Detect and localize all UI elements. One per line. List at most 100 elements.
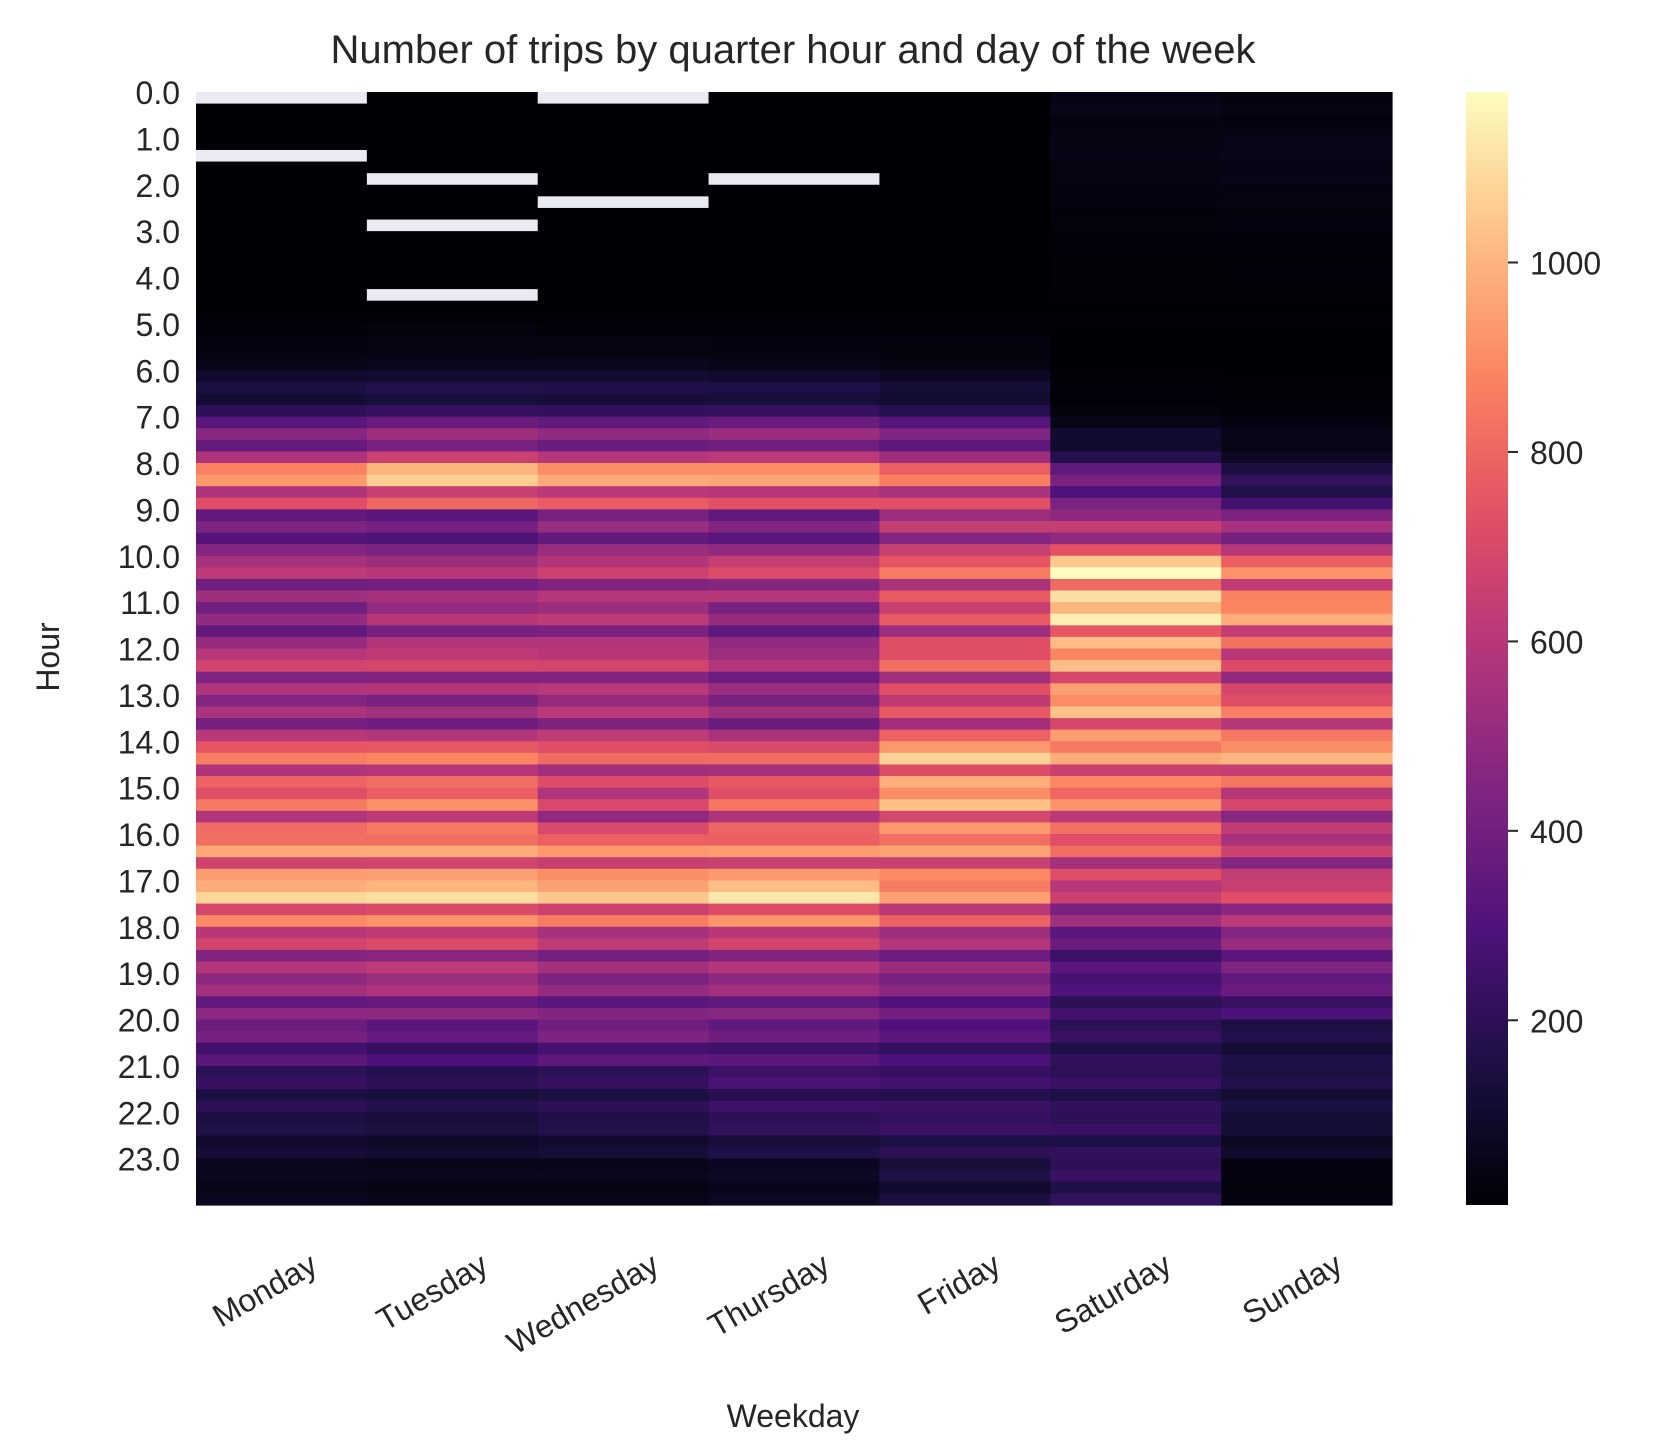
heatmap-cell — [1050, 949, 1222, 963]
heatmap-cell — [196, 1193, 368, 1206]
heatmap-cell — [1221, 439, 1393, 452]
heatmap-cell — [537, 451, 710, 464]
heatmap-cell — [537, 891, 710, 905]
heatmap-cell — [708, 1077, 881, 1090]
y-tick-label: 13.0 — [118, 678, 180, 714]
heatmap-cell — [537, 787, 710, 800]
heatmap-cell — [537, 602, 710, 615]
heatmap-cell — [537, 92, 710, 105]
heatmap-cell — [1221, 335, 1393, 348]
heatmap-cell — [708, 915, 881, 928]
heatmap-cell — [366, 834, 539, 847]
heatmap-cell — [708, 787, 881, 800]
heatmap-cell — [708, 405, 881, 418]
heatmap-cell — [879, 1181, 1051, 1194]
y-tick-label: 15.0 — [118, 771, 180, 807]
colorbar — [1466, 92, 1508, 1205]
y-tick-label: 5.0 — [136, 307, 180, 343]
heatmap-cell — [366, 92, 539, 105]
heatmap-cell — [879, 845, 1051, 858]
heatmap-cell — [708, 265, 881, 279]
heatmap-cell — [1221, 891, 1393, 905]
heatmap-cell — [1221, 474, 1393, 487]
heatmap-cell — [708, 277, 881, 290]
heatmap-cell — [1221, 1089, 1393, 1102]
heatmap-cell — [1221, 984, 1393, 997]
heatmap-cell — [1221, 845, 1393, 858]
heatmap-cell — [1050, 451, 1222, 464]
heatmap-cell — [366, 648, 539, 661]
heatmap-cell — [196, 1170, 368, 1183]
heatmap-cell — [366, 845, 539, 858]
heatmap-cell — [879, 1123, 1051, 1137]
heatmap-cell — [537, 149, 710, 163]
heatmap-cell — [366, 926, 539, 939]
heatmap-cell — [708, 996, 881, 1009]
heatmap-cell — [196, 451, 368, 464]
heatmap-cell — [1221, 1019, 1393, 1032]
heatmap-cell — [537, 1135, 710, 1148]
heatmap-cell — [708, 463, 881, 476]
heatmap-cell — [1050, 555, 1222, 568]
heatmap-cell — [1050, 428, 1222, 441]
heatmap-cell — [1050, 706, 1222, 719]
heatmap-cell — [1221, 138, 1393, 151]
heatmap-cell — [196, 347, 368, 360]
heatmap-cell — [366, 764, 539, 777]
heatmap-cell — [366, 358, 539, 371]
heatmap-cell — [708, 694, 881, 708]
heatmap-cell — [1050, 578, 1222, 592]
heatmap-cell — [708, 509, 881, 522]
heatmap-cell — [537, 1089, 710, 1102]
heatmap-cell — [879, 289, 1051, 302]
heatmap-cell — [1221, 173, 1393, 186]
heatmap-cell — [879, 903, 1051, 916]
heatmap-cell — [366, 544, 539, 557]
heatmap-cell — [879, 1112, 1051, 1125]
heatmap-cell — [708, 416, 881, 429]
heatmap-cell — [1050, 590, 1222, 603]
heatmap-cell — [196, 219, 368, 232]
y-tick-label: 23.0 — [118, 1142, 180, 1178]
heatmap-cell — [879, 428, 1051, 441]
heatmap-cell — [1221, 590, 1393, 603]
heatmap-cell — [537, 857, 710, 870]
heatmap-cell — [879, 602, 1051, 615]
heatmap-cell — [537, 880, 710, 893]
heatmap-cell — [1221, 706, 1393, 719]
heatmap-cell — [537, 405, 710, 418]
heatmap-cell — [1221, 1147, 1393, 1160]
heatmap-cell — [879, 509, 1051, 522]
heatmap-cell — [1221, 358, 1393, 371]
heatmap-cell — [537, 173, 710, 186]
heatmap-cell — [879, 799, 1051, 812]
heatmap-cell — [1221, 822, 1393, 835]
heatmap-cell — [1050, 1065, 1222, 1079]
heatmap-cell — [196, 439, 368, 452]
heatmap-cell — [196, 834, 368, 847]
heatmap-cell — [196, 463, 368, 476]
heatmap-cell — [366, 416, 539, 429]
heatmap-cell — [366, 277, 539, 290]
heatmap-cell — [708, 660, 881, 673]
heatmap-cell — [196, 683, 368, 696]
heatmap-cell — [366, 428, 539, 441]
heatmap-cell — [1050, 173, 1222, 186]
heatmap-cell — [1221, 1031, 1393, 1044]
heatmap-cell — [537, 764, 710, 777]
heatmap-cell — [708, 126, 881, 139]
heatmap-cell — [879, 126, 1051, 139]
heatmap-cell — [1050, 961, 1222, 974]
heatmap-cell — [537, 776, 710, 789]
heatmap-cell — [708, 764, 881, 777]
heatmap-cell — [879, 312, 1051, 325]
heatmap-cell — [537, 1042, 710, 1055]
heatmap-cell — [366, 451, 539, 464]
heatmap-cell — [1221, 1007, 1393, 1021]
heatmap-cell — [366, 1077, 539, 1090]
heatmap-cell — [708, 149, 881, 163]
heatmap-cell — [537, 625, 710, 638]
heatmap-cell — [708, 741, 881, 754]
heatmap-cell — [537, 207, 710, 221]
heatmap-cell — [1221, 370, 1393, 383]
